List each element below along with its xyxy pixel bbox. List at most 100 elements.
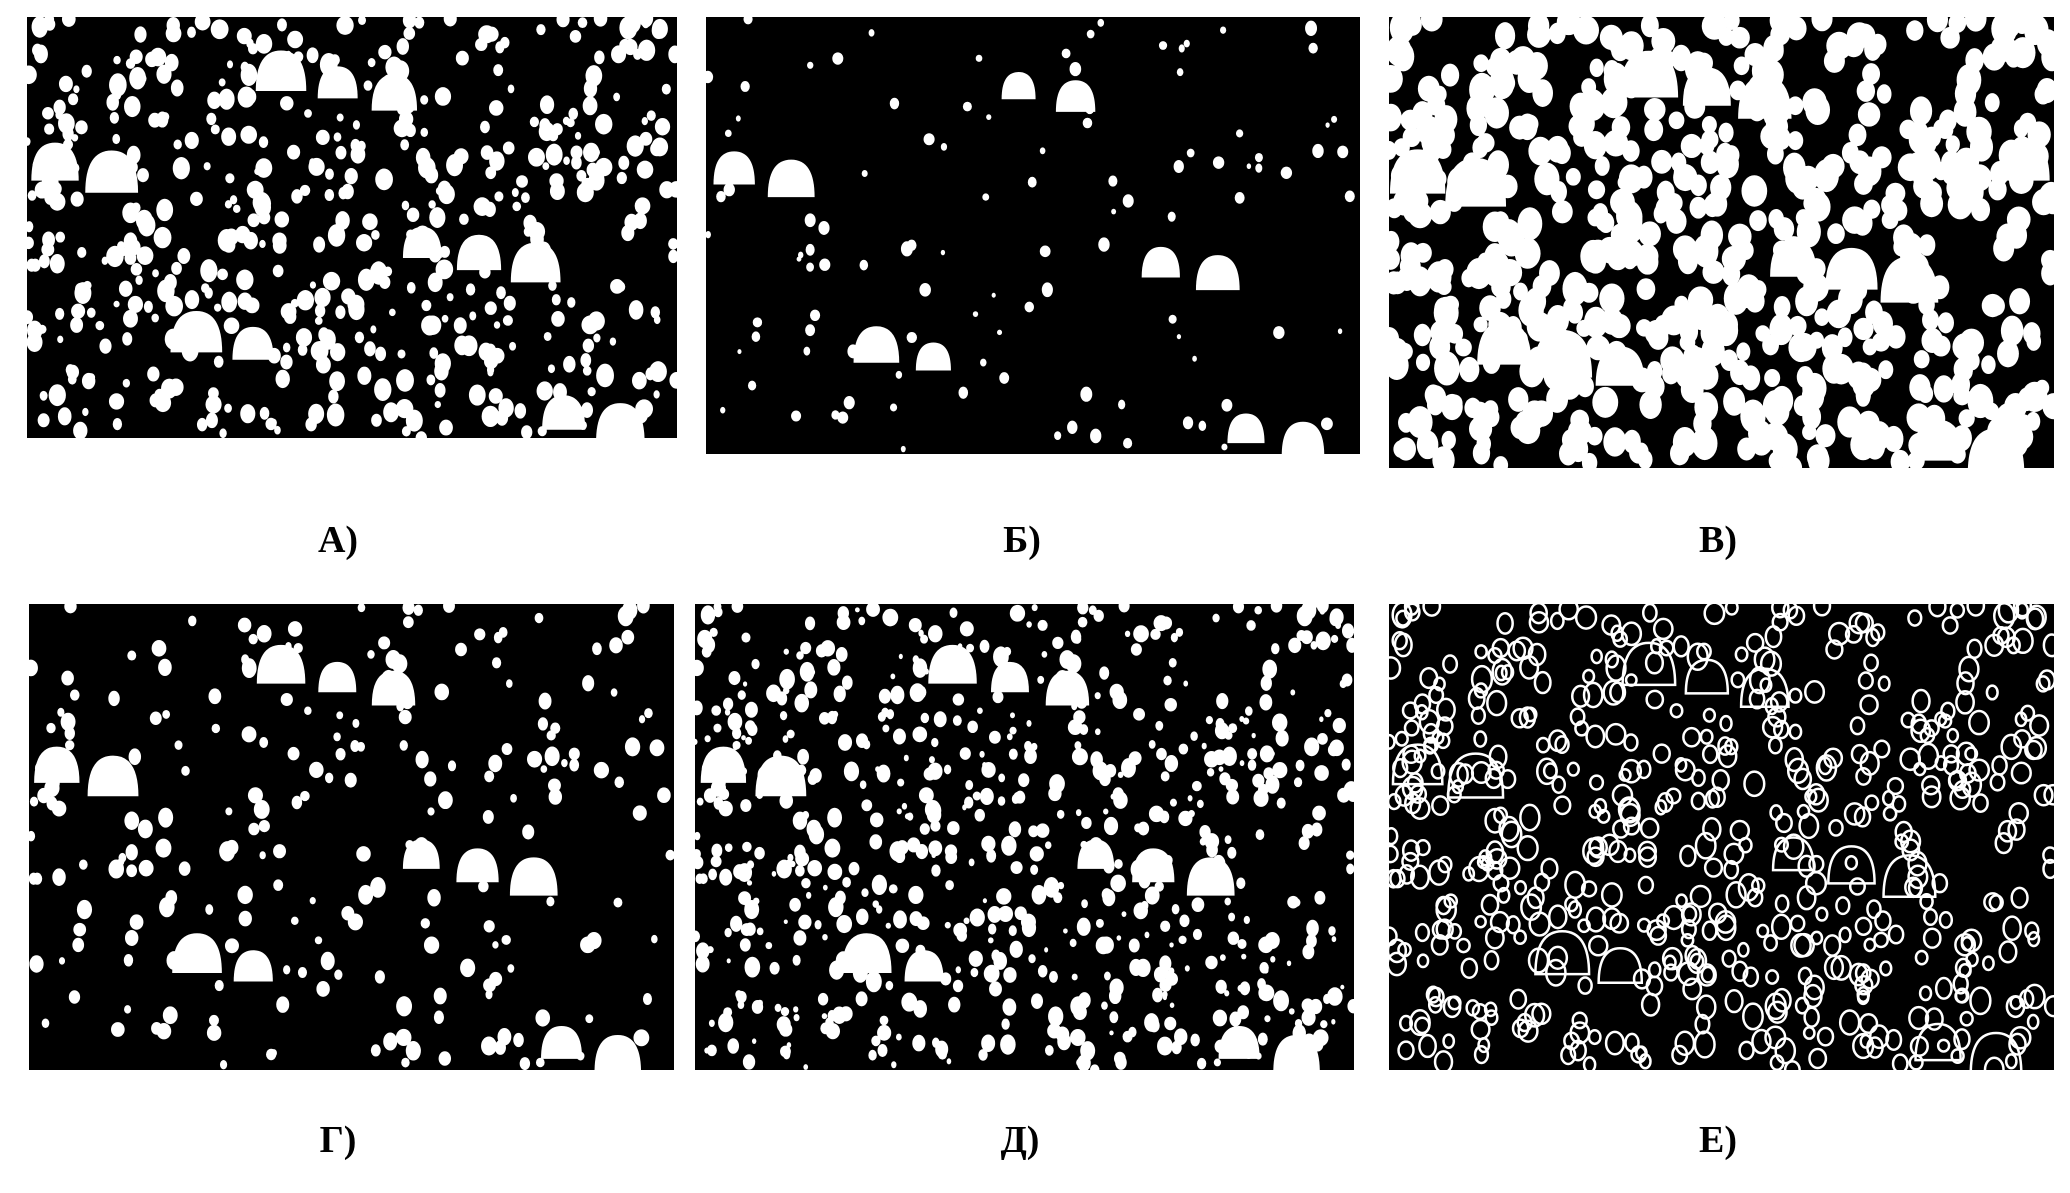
droplet-blob <box>124 929 139 946</box>
droplet-blob <box>1593 798 1608 815</box>
droplet-blob <box>866 604 880 617</box>
droplet-blob <box>1173 160 1184 174</box>
droplet-blob <box>793 1006 799 1013</box>
droplet-blob <box>1734 646 1749 663</box>
droplet-blob <box>843 761 860 782</box>
droplet-blob <box>1287 895 1300 909</box>
droplet-blob <box>1751 877 1766 894</box>
droplet-blob <box>258 136 269 148</box>
droplet-blob <box>374 970 385 984</box>
droplet-blob <box>1701 744 1719 765</box>
droplet-blob <box>137 168 149 183</box>
droplet-blob <box>1290 689 1296 696</box>
droplet-blob <box>1056 809 1065 819</box>
droplet-blob <box>809 768 822 784</box>
droplet-blob <box>453 148 469 165</box>
droplet-blob <box>1219 772 1231 786</box>
droplet-blob <box>997 796 1006 806</box>
droplet-blob <box>521 425 533 438</box>
droplet-blob <box>2014 414 2033 434</box>
droplet-blob <box>991 292 996 298</box>
droplet-blob <box>1074 741 1082 750</box>
droplet-blob <box>1838 284 1863 315</box>
droplet-blob <box>776 1016 791 1033</box>
droplet-blob <box>129 49 143 65</box>
droplet-blob <box>1872 146 1892 169</box>
droplet-blob <box>433 987 447 1005</box>
droplet-blob <box>806 262 814 272</box>
droplet-blob <box>95 320 105 331</box>
droplet-blob <box>236 269 254 291</box>
droplet-blob <box>1243 915 1250 925</box>
droplet-blob <box>618 155 630 170</box>
droplet-blob <box>1765 398 1790 426</box>
droplet-blob <box>1026 720 1032 727</box>
droplet-blob <box>64 726 75 740</box>
droplet-blob <box>1286 960 1292 967</box>
droplet-blob <box>1455 338 1472 357</box>
droplet-blob <box>1413 748 1427 764</box>
droplet-blob <box>966 643 975 653</box>
droplet-blob <box>1901 838 1921 862</box>
droplet-blob <box>1099 666 1110 680</box>
droplet-blob <box>1029 846 1044 862</box>
droplet-blob <box>1114 859 1123 869</box>
droplet-blob <box>1078 992 1091 1009</box>
droplet-blob <box>1037 619 1048 631</box>
droplet-blob <box>779 792 794 809</box>
droplet-blob <box>1510 707 1529 729</box>
droplet-blob <box>943 764 952 775</box>
droplet-blob <box>800 641 812 655</box>
droplet-blob <box>1969 986 1992 1016</box>
droplet-blob <box>585 65 603 87</box>
large-droplet-blob <box>1391 743 1444 786</box>
droplet-blob <box>945 880 954 891</box>
droplet-blob <box>225 173 235 184</box>
droplet-blob <box>1656 180 1675 204</box>
droplet-blob <box>982 898 988 904</box>
droplet-blob <box>1918 985 1933 1002</box>
droplet-blob <box>1965 17 1987 32</box>
droplet-blob <box>1972 793 1989 813</box>
droplet-blob <box>364 341 376 357</box>
droplet-blob <box>162 1006 178 1025</box>
droplet-blob <box>1609 912 1630 934</box>
droplet-blob <box>944 921 951 929</box>
droplet-blob <box>2004 1053 2018 1070</box>
droplet-blob <box>49 181 62 196</box>
droplet-blob <box>1044 841 1052 850</box>
droplet-blob <box>240 404 256 424</box>
droplet-blob <box>326 403 345 427</box>
droplet-blob <box>537 717 549 731</box>
droplet-blob <box>892 728 906 745</box>
droplet-blob <box>744 701 758 718</box>
droplet-blob <box>1389 656 1402 680</box>
droplet-blob <box>1418 1033 1437 1059</box>
droplet-blob <box>1094 728 1101 736</box>
droplet-blob <box>900 445 906 453</box>
droplet-blob <box>719 868 733 886</box>
large-droplet-blob <box>1619 50 1679 98</box>
droplet-blob <box>1224 990 1230 997</box>
droplet-blob <box>1409 864 1430 890</box>
droplet-blob <box>987 906 1002 923</box>
droplet-blob <box>1228 912 1236 922</box>
large-droplet-blob <box>1739 667 1790 708</box>
droplet-blob <box>1433 1050 1454 1070</box>
droplet-blob <box>1577 976 1593 995</box>
droplet-blob <box>1515 410 1534 434</box>
droplet-blob <box>1486 689 1508 717</box>
droplet-blob <box>1913 350 1930 369</box>
droplet-blob <box>649 739 665 757</box>
droplet-blob <box>668 249 677 264</box>
droplet-blob <box>221 291 238 313</box>
droplet-blob <box>1213 1058 1221 1067</box>
droplet-blob <box>783 648 789 655</box>
droplet-blob <box>1821 153 1845 179</box>
droplet-blob <box>1852 1032 1875 1060</box>
droplet-blob <box>1877 675 1891 692</box>
droplet-blob <box>1622 816 1641 836</box>
droplet-blob <box>1314 765 1329 781</box>
droplet-blob <box>1224 835 1232 845</box>
droplet-blob <box>1435 918 1454 941</box>
